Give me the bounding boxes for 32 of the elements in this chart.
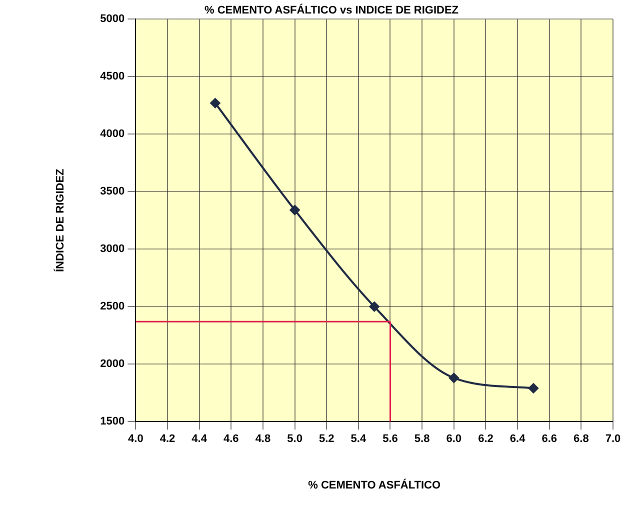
x-tick-label: 6.8 (574, 433, 589, 446)
x-tick-label: 5.8 (414, 433, 430, 446)
y-tick-label: 4500 (100, 70, 125, 83)
y-tick-label: 3500 (100, 186, 125, 198)
y-tick-label: 4000 (100, 128, 125, 140)
point (290, 205, 300, 216)
y-tick-label: 2000 (100, 358, 125, 370)
x-tick-label: 4.0 (128, 433, 144, 446)
x-tick-label: 6.6 (542, 433, 558, 446)
x-tick-label: 4.6 (223, 433, 239, 446)
x-tick-label: 4.4 (192, 433, 208, 446)
x-tick-label: 6.0 (446, 433, 462, 446)
point (448, 372, 459, 383)
x-tick-label: 6.4 (510, 433, 526, 446)
y-axis-title: ÍNDICE DE RIGIDEZ (54, 168, 67, 272)
x-axis-title: % CEMENTO ASFÁLTICO (308, 478, 441, 492)
x-tick-label: 6.2 (478, 433, 494, 446)
y-tick-label: 3000 (100, 243, 125, 256)
x-tick-label: 5.4 (350, 433, 367, 446)
y-tick-label: 2500 (100, 300, 125, 313)
point (369, 302, 380, 312)
point (210, 98, 220, 108)
x-tick-label: 5.6 (382, 433, 398, 446)
point (528, 383, 538, 394)
x-tick-label: 4.8 (255, 433, 271, 446)
chart-title: % CEMENTO ASFÁLTICO vs INDICE DE RIGIDEZ (204, 4, 459, 17)
x-tick-label: 5.2 (318, 433, 334, 446)
y-tick-label: 1500 (100, 416, 125, 428)
y-tick-label: 5000 (100, 13, 125, 26)
x-tick-label: 5.0 (287, 433, 302, 446)
x-tick-label: 7.0 (605, 433, 621, 446)
x-tick-label: 4.2 (160, 433, 176, 446)
